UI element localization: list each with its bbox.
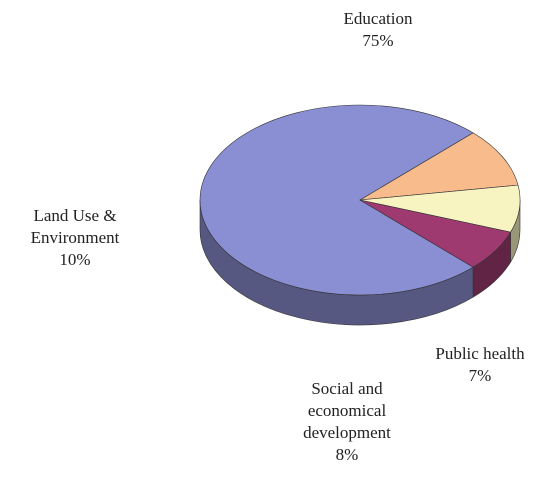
slice <box>199 104 474 296</box>
category-label: Land Use & Environment <box>30 206 120 247</box>
category-label: Public health <box>435 344 525 363</box>
value-label: 10% <box>59 250 91 269</box>
value-label: 8% <box>335 445 359 464</box>
slice <box>359 199 512 268</box>
category-label: Education <box>343 9 413 28</box>
value-label: 7% <box>468 366 492 385</box>
value-label: 75% <box>362 31 394 50</box>
category-label: Social and economical development <box>303 379 391 442</box>
label-public-health: Public health 7% <box>405 343 549 387</box>
label-education: Education 75% <box>298 8 458 52</box>
slice <box>359 132 519 201</box>
label-land-use: Land Use & Environment 10% <box>10 205 140 271</box>
label-social: Social and economical development 8% <box>282 378 412 466</box>
